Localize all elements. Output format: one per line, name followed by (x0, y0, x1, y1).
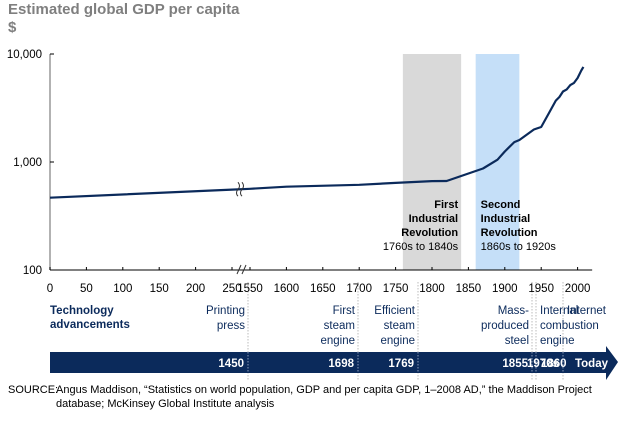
source-text-line1: Angus Maddison, “Statistics on world pop… (56, 384, 592, 396)
tech-item-label: steel (505, 335, 529, 347)
x-tick-label: 1850 (456, 283, 482, 295)
region-subtitle: 1860s to 1920s (481, 241, 557, 253)
region-title-line: Revolution (401, 227, 458, 239)
region-title-line: Revolution (481, 227, 538, 239)
y-unit-label: $ (8, 19, 17, 36)
x-tick-label: 50 (80, 283, 93, 295)
technology-heading: advancements (50, 319, 130, 331)
chart-title: Estimated global GDP per capita (8, 1, 240, 18)
timeline-arrow (50, 346, 618, 380)
tech-item-label: steam (384, 320, 415, 332)
tech-item-label: Mass- (498, 305, 529, 317)
shaded-region-2 (475, 54, 520, 270)
x-tick-label: 1900 (492, 283, 518, 295)
tech-item-label: engine (540, 335, 575, 347)
gdp-series-line (49, 66, 585, 199)
tech-item-label: combustion (540, 320, 599, 332)
x-tick-label: 1700 (346, 283, 372, 295)
tech-item-label: steam (324, 320, 355, 332)
tech-item-label: Internal (540, 305, 578, 317)
x-tick-label: 1650 (310, 283, 336, 295)
source-label: SOURCE: (8, 384, 59, 396)
x-tick-label: 2000 (565, 283, 591, 295)
timeline-year-label: 1450 (218, 358, 244, 370)
tech-item-label: produced (481, 320, 529, 332)
y-tick-label: 1,000 (13, 157, 42, 169)
timeline-today-label: Today (575, 358, 609, 370)
region-title-line: Industrial (409, 213, 459, 225)
tech-item-label: engine (320, 335, 355, 347)
tech-item-label: press (217, 320, 245, 332)
line-break-mark (236, 181, 240, 197)
x-tick-label: 0 (47, 283, 53, 295)
region-title-line: Industrial (481, 213, 531, 225)
region-title-line: First (434, 199, 458, 211)
technology-heading: Technology (50, 305, 114, 317)
tech-item-label: Internet (567, 305, 607, 317)
timeline-year-label: 1860 (541, 358, 567, 370)
x-tick-label: 1750 (383, 283, 409, 295)
x-tick-label: 1550 (237, 283, 263, 295)
tech-item-label: Efficient (374, 305, 416, 317)
x-tick-label: 1950 (528, 283, 554, 295)
y-tick-label: 10,000 (7, 49, 42, 61)
source-text-line2: database; McKinsey Global Institute anal… (56, 397, 275, 410)
timeline-year-label: 1769 (388, 358, 414, 370)
tech-item-label: Printing (206, 305, 245, 317)
region-subtitle: 1760s to 1840s (383, 241, 459, 253)
line-break-mark (240, 181, 244, 197)
x-tick-label: 1600 (274, 283, 300, 295)
x-tick-label: 100 (113, 283, 132, 295)
region-title-line: Second (481, 199, 521, 211)
y-tick-label: 100 (23, 265, 42, 277)
tech-item-label: engine (380, 335, 415, 347)
axis-break-mark (236, 264, 242, 275)
timeline-year-label: 1698 (328, 358, 354, 370)
axis-break-mark (241, 264, 247, 275)
x-tick-label: 150 (150, 283, 169, 295)
timeline-year-label: 1970s (527, 358, 559, 370)
x-tick-label: 1800 (419, 283, 445, 295)
source-note: SOURCE:Angus Maddison, “Statistics on wo… (8, 384, 618, 411)
tech-item-label: First (333, 305, 356, 317)
x-tick-label: 200 (186, 283, 205, 295)
shaded-region-1 (402, 54, 462, 270)
x-tick-label: 250 (222, 283, 241, 295)
timeline-year-label: 1855 (502, 358, 528, 370)
